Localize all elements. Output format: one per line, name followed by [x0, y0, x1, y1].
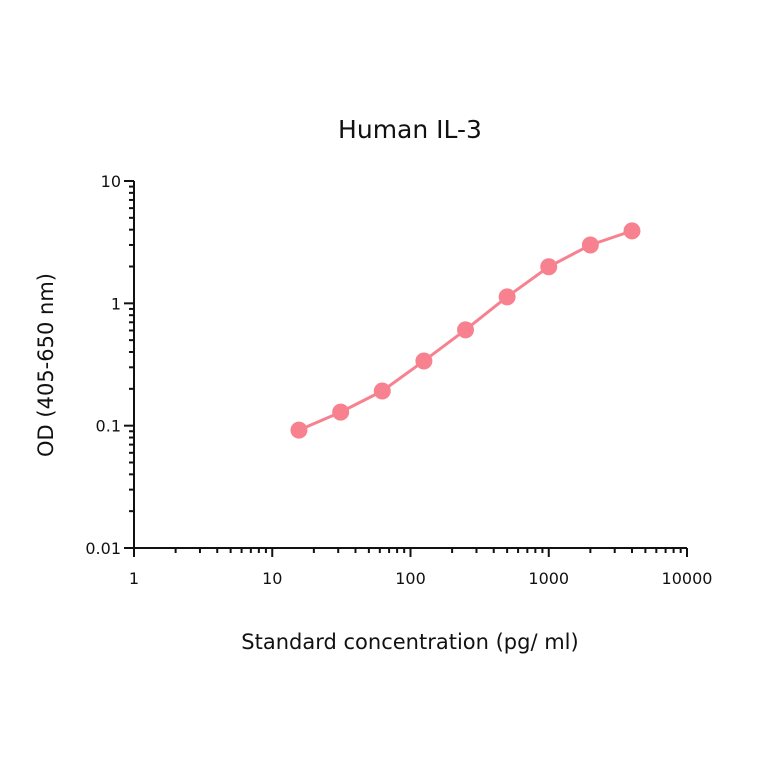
data-point-marker [332, 403, 350, 421]
data-point-marker [623, 222, 641, 240]
axes: 1 10 100 1000 10000 0.01 0.1 1 10 [85, 172, 712, 588]
data-point-marker [540, 258, 558, 276]
data-point-marker [373, 382, 391, 400]
data-series [290, 222, 641, 439]
y-tick-label: 0.01 [85, 539, 121, 558]
x-axis-label: Standard concentration (pg/ ml) [241, 630, 578, 654]
x-tick-label: 10 [262, 569, 282, 588]
x-tick-label: 1000 [528, 569, 569, 588]
y-tick-label: 10 [101, 172, 121, 191]
data-point-marker [415, 352, 433, 370]
data-point-marker [290, 421, 308, 439]
x-tick-label: 10000 [662, 569, 713, 588]
data-point-marker [581, 236, 599, 254]
x-tick-label: 1 [129, 569, 139, 588]
data-point-marker [498, 288, 516, 306]
y-axis-label: OD (405-650 nm) [34, 273, 58, 457]
y-tick-label: 1 [111, 294, 121, 313]
chart-title: Human IL-3 [338, 115, 482, 144]
y-tick-label: 0.1 [96, 417, 121, 436]
data-point-marker [457, 321, 475, 339]
x-tick-label: 100 [395, 569, 426, 588]
